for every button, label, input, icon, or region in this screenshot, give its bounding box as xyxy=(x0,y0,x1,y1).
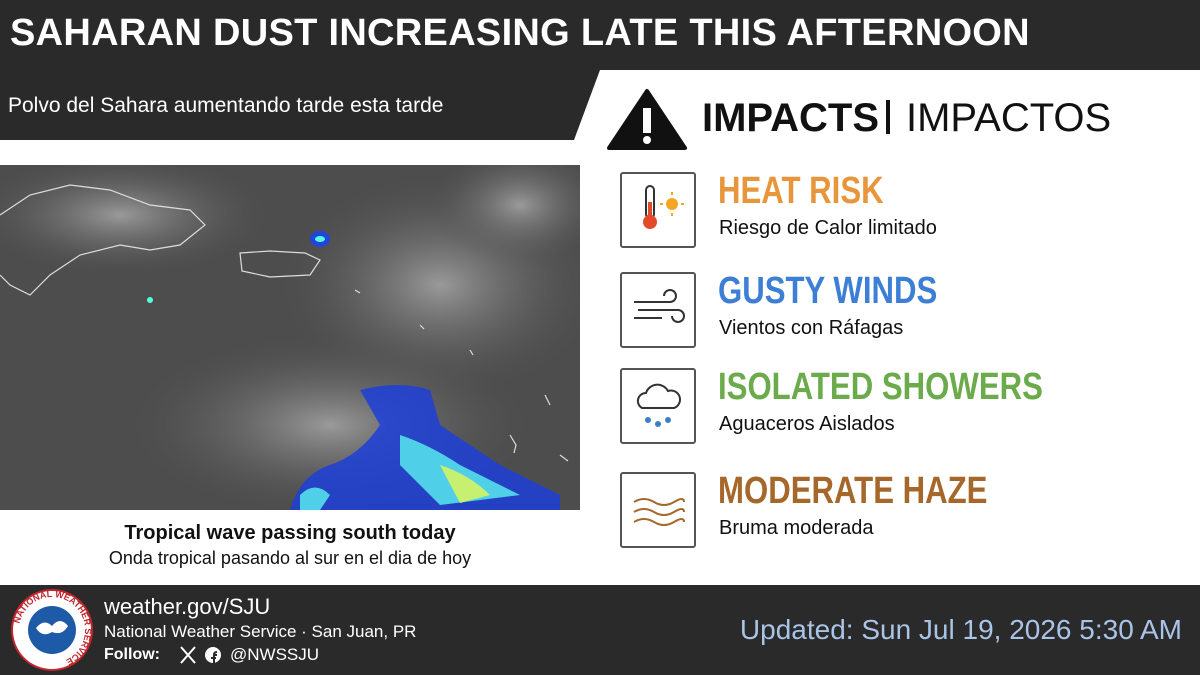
impact-title: GUSTY WINDS xyxy=(718,270,938,312)
nws-logo: NATIONAL WEATHER SERVICE xyxy=(11,589,93,671)
heat-icon xyxy=(643,185,684,229)
warning-icon xyxy=(607,89,687,150)
radar-echoes xyxy=(147,231,560,510)
footer xyxy=(0,585,1200,675)
title: SAHARAN DUST INCREASING LATE THIS AFTERN… xyxy=(10,12,1030,54)
title-bar xyxy=(0,0,1200,70)
icon-box xyxy=(620,368,696,444)
impact-title: MODERATE HAZE xyxy=(718,470,988,512)
map-caption: Tropical wave passing south today xyxy=(124,522,456,544)
haze-icon xyxy=(633,498,685,526)
icon-box xyxy=(620,172,696,248)
url: weather.gov/SJU xyxy=(104,594,271,619)
rain-icon xyxy=(636,383,681,427)
impact-subtitle: Aguaceros Aislados xyxy=(719,413,895,435)
impacts-heading-es: IMPACTOS xyxy=(906,96,1112,140)
satellite-map xyxy=(0,165,580,510)
updated: Updated: Sun Jul 19, 2026 5:30 AM xyxy=(739,614,1182,645)
office: National Weather Service · San Juan, PR xyxy=(104,622,417,641)
follow-label: Follow: xyxy=(104,646,160,663)
social-icons xyxy=(180,646,221,664)
icon-box xyxy=(620,272,696,348)
impact-title: HEAT RISK xyxy=(718,170,884,212)
impacts-heading: IMPACTS xyxy=(702,96,880,140)
subtitle: Polvo del Sahara aumentando tarde esta t… xyxy=(8,94,444,117)
handle: @NWSSJU xyxy=(230,645,320,664)
subtitle-band xyxy=(0,70,600,140)
impact-subtitle: Riesgo de Calor limitado xyxy=(719,217,937,239)
wind-icon xyxy=(634,289,685,323)
impact-title: ISOLATED SHOWERS xyxy=(718,366,1043,408)
map-caption-es: Onda tropical pasando al sur en el dia d… xyxy=(108,548,472,568)
separator xyxy=(886,100,890,134)
impact-subtitle: Bruma moderada xyxy=(719,517,874,539)
impact-subtitle: Vientos con Ráfagas xyxy=(719,317,904,339)
icon-box xyxy=(620,472,696,548)
